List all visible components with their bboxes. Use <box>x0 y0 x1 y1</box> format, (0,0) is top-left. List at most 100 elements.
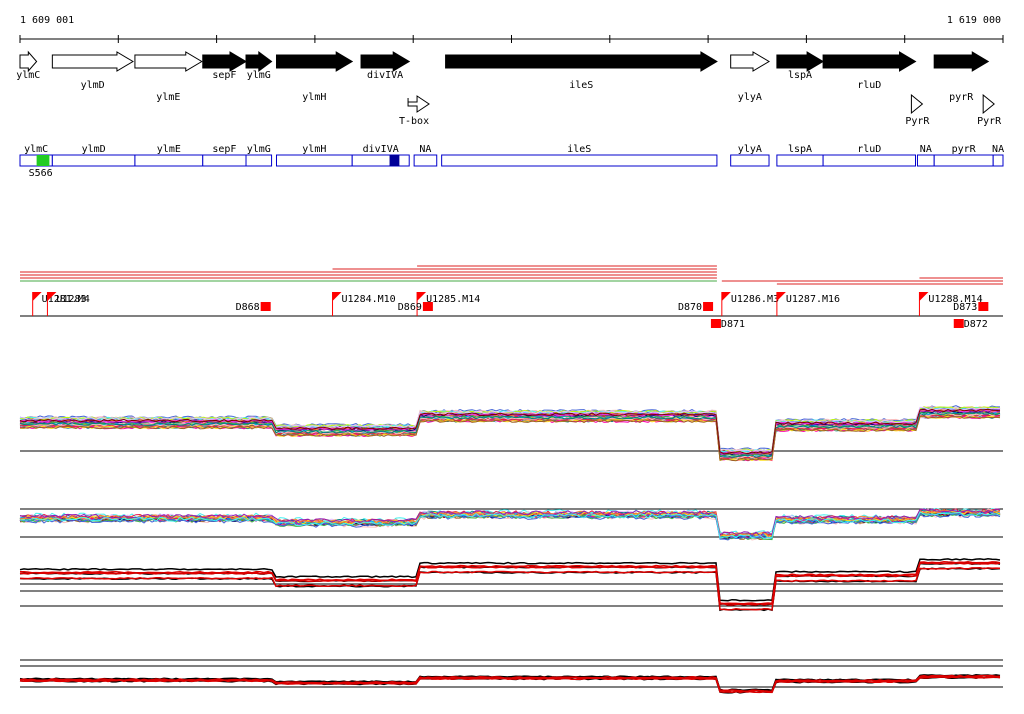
gene-arrow-ylyA <box>730 51 771 72</box>
annotation-box <box>245 154 273 167</box>
annotation-label: rluD <box>857 144 881 155</box>
tu-flag <box>919 292 929 301</box>
gene-arrow-ylmD <box>51 51 134 72</box>
terminator-marker <box>710 319 721 328</box>
riboswitch-arrow <box>910 93 924 115</box>
gene-arrow-divIVA <box>360 51 411 72</box>
expression-curve <box>19 412 1001 459</box>
annotation-label: ylmG <box>247 144 271 155</box>
annotation-box <box>441 154 718 167</box>
annotation-mark <box>36 155 50 166</box>
ruler-start-label: 1 609 001 <box>20 15 74 26</box>
annotation-label: ylmD <box>82 144 106 155</box>
terminator-marker <box>703 302 714 311</box>
annotation-box <box>413 154 438 167</box>
annotation-box <box>134 154 204 167</box>
gene-arrow-ylmE <box>134 51 203 72</box>
expression-curve <box>19 674 1001 692</box>
annotation-box <box>822 154 917 167</box>
annotation-label: ileS <box>567 144 591 155</box>
gene-arrow-rluD <box>822 51 917 72</box>
gene-arrow-ylmC <box>19 50 38 73</box>
gene-arrow-ylmG <box>245 51 273 72</box>
annotation-label: divIVA <box>363 144 399 155</box>
expression-curve <box>19 675 1001 694</box>
transcript-lines <box>20 265 1003 285</box>
gene-label-pyrR: pyrR <box>949 92 974 103</box>
annotation-track: ylmC ylmD ylmE sepF ylmG ylmH divIVA NA ileS ylyA… <box>19 144 1004 179</box>
gene-arrow-ylmH <box>275 51 354 72</box>
riboswitch-track: T-box PyrR PyrR <box>399 93 1002 127</box>
terminator-label: D872 <box>964 319 988 330</box>
tu-flag <box>332 292 342 301</box>
terminator-label: D868 <box>236 302 260 313</box>
gene-arrow-lspA <box>776 51 825 72</box>
tu-label: U1288.M14 <box>928 294 982 305</box>
gene-label-sepF: sepF <box>212 70 236 81</box>
gene-label-ylmC: ylmC <box>16 70 40 81</box>
tu-label: U1287.M16 <box>786 294 840 305</box>
gene-label-rluD: rluD <box>857 80 881 91</box>
annotation-label: sepF <box>212 144 236 155</box>
gene-label-ylmE: ylmE <box>156 92 180 103</box>
expression-curve <box>19 410 1001 457</box>
expression-curve <box>19 558 1001 602</box>
expression-track-summary <box>19 558 1003 612</box>
expression-track-main <box>19 405 1003 462</box>
terminator-marker <box>422 302 433 311</box>
annotation-label: lspA <box>788 144 812 155</box>
annotation-mark <box>389 155 400 166</box>
tu-label: U1285.M14 <box>426 294 480 305</box>
tu-label: U1283 <box>56 294 86 305</box>
terminator-label: D869 <box>398 302 422 313</box>
gene-track: ylmC ylmD ylmE sepF ylmG ylmH divIVA ileS ylyA ls… <box>16 50 990 103</box>
coordinate-ruler: 1 609 001 1 619 000 <box>19 15 1004 43</box>
terminator-marker <box>953 319 964 328</box>
annotation-box <box>916 154 935 167</box>
expression-curve <box>19 411 1001 457</box>
gene-label-ylmH: ylmH <box>302 92 326 103</box>
terminator-label: D870 <box>678 302 702 313</box>
annotation-box <box>992 154 1004 167</box>
annotation-label: NA <box>992 144 1004 155</box>
expression-curve <box>19 511 1001 540</box>
terminator-marker <box>260 302 271 311</box>
annotation-box <box>933 154 994 167</box>
expression-curve <box>19 408 1001 455</box>
expression-track-bottom <box>19 659 1003 694</box>
gene-label-lspA: lspA <box>788 70 812 81</box>
ruler-end-label: 1 619 000 <box>947 15 1001 26</box>
annotation-box <box>351 154 410 167</box>
annotation-label: pyrR <box>952 144 977 155</box>
expression-track-secondary <box>19 507 1003 541</box>
expression-curve <box>19 512 1001 541</box>
annotation-box <box>202 154 247 167</box>
expression-curve <box>20 562 1001 606</box>
expression-curve <box>19 509 1001 538</box>
riboswitch-label: PyrR <box>977 116 1002 127</box>
gene-arrow-pyrR <box>933 51 990 72</box>
expression-curve <box>19 567 1001 611</box>
expression-curve <box>19 508 1001 537</box>
riboswitch-arrow <box>407 95 430 113</box>
terminator-label: D871 <box>721 319 745 330</box>
expression-curve <box>19 415 1001 462</box>
tu-flag <box>47 292 57 301</box>
gene-label-ylmD: ylmD <box>81 80 105 91</box>
tu-flag <box>417 292 427 301</box>
terminator-marker <box>978 302 989 311</box>
terminator-label: D873 <box>953 302 977 313</box>
annotation-label: ylyA <box>738 144 762 155</box>
annotation-box <box>51 154 136 167</box>
gene-label-divIVA: divIVA <box>367 70 403 81</box>
tu-flag <box>32 292 42 301</box>
tu-label: U1286.M3 <box>731 294 779 305</box>
annotation-label: ylmE <box>157 144 181 155</box>
tu-label: U1281.M4 <box>42 294 90 305</box>
annotation-box <box>275 154 353 167</box>
riboswitch-label: PyrR <box>905 116 930 127</box>
annotation-label: ylmC <box>24 144 48 155</box>
